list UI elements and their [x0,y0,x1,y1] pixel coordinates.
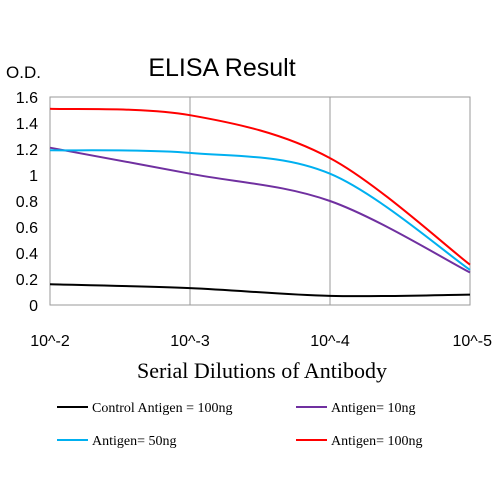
x-tick-label: 10^-3 [170,333,210,350]
legend-label-antigen-10ng: Antigen= 10ng [331,401,416,416]
legend-label-antigen-50ng: Antigen= 50ng [92,434,177,449]
y-axis-label: O.D. [6,63,41,82]
y-tick-label: 0.4 [16,246,38,263]
x-tick-label: 10^-5 [452,333,492,350]
plot-area [49,96,471,306]
x-axis-label: Serial Dilutions of Antibody [137,358,387,383]
y-tick-label: 1.4 [16,116,38,133]
legend-label-control-antigen-100ng: Control Antigen = 100ng [92,401,233,416]
legend-label-antigen-100ng: Antigen= 100ng [331,434,423,449]
y-tick-label: 1 [29,168,38,185]
series-lines [49,107,471,298]
y-tick-label: 0.8 [16,194,38,211]
series-line-control-antigen-100ng [49,283,471,298]
x-tick-labels: 10^-2 10^-3 10^-4 10^-5 [30,333,492,350]
y-tick-labels: 0 0.2 0.4 0.6 0.8 1 1.2 1.4 1.6 [16,90,38,315]
series-line-antigen-10ng [49,146,471,274]
x-tick-label: 10^-4 [310,333,350,350]
y-tick-label: 0.6 [16,220,38,237]
series-line-antigen-50ng [49,149,471,271]
legend: Control Antigen = 100ng Antigen= 10ng Anti… [57,401,423,449]
chart-title: ELISA Result [148,54,295,82]
x-tick-label: 10^-2 [30,333,70,350]
plot-border [49,96,471,306]
y-tick-label: 1.6 [16,90,38,107]
y-tick-label: 0.2 [16,272,38,289]
y-tick-label: 0 [29,298,38,315]
gridlines [189,97,331,305]
y-tick-label: 1.2 [16,142,38,159]
series-line-antigen-100ng [49,107,471,266]
